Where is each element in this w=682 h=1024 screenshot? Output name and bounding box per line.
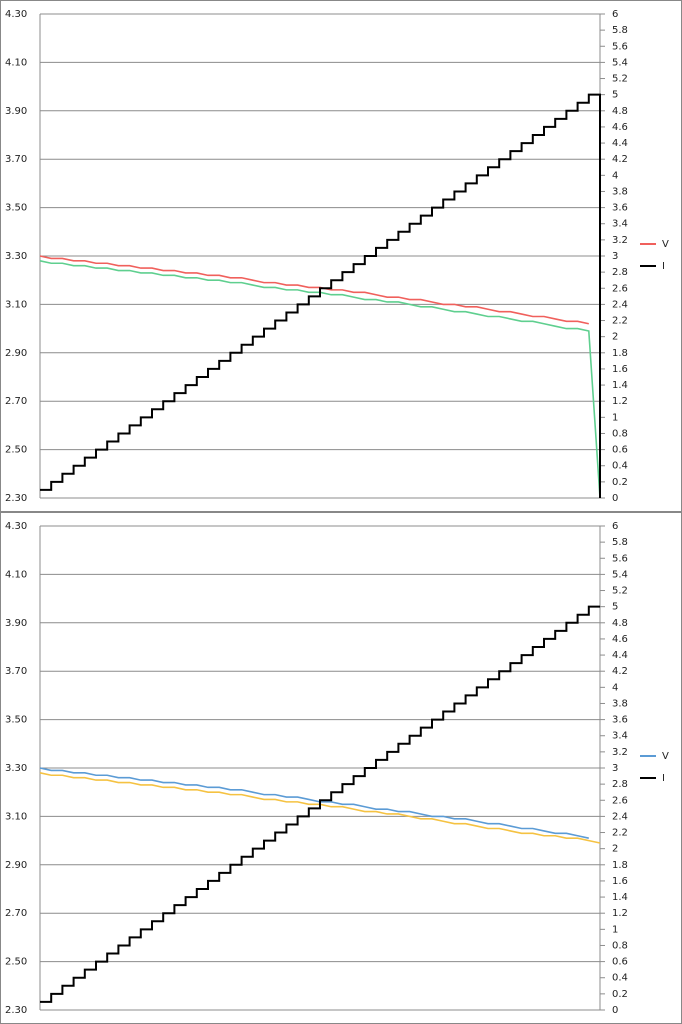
y2-tick-label: 5.2	[612, 74, 628, 85]
y2-tick-label: 4.4	[612, 138, 628, 149]
y-tick-label: 2.30	[5, 493, 27, 504]
legend-label: I	[662, 773, 665, 784]
y2-tick-label: 2.2	[612, 828, 628, 839]
y-tick-label: 2.50	[5, 957, 27, 968]
y2-tick-label: 0.8	[612, 428, 628, 439]
y2-tick-label: 1.4	[612, 892, 628, 903]
y2-tick-label: 0.4	[612, 461, 628, 472]
y-tick-label: 2.70	[5, 396, 27, 407]
y2-tick-label: 0.4	[612, 973, 628, 984]
y2-tick-label: 0.6	[612, 957, 628, 968]
y2-tick-label: 4.4	[612, 650, 628, 661]
y-tick-label: 2.90	[5, 860, 27, 871]
y2-tick-label: 1	[612, 924, 618, 935]
y2-tick-label: 5.2	[612, 586, 628, 597]
y2-tick-label: 1.2	[612, 396, 628, 407]
y2-tick-label: 0.2	[612, 989, 628, 1000]
y-tick-label: 2.70	[5, 908, 27, 919]
y-tick-label: 3.30	[5, 251, 27, 262]
y-tick-label: 4.30	[5, 9, 27, 20]
y-tick-label: 3.30	[5, 763, 27, 774]
y2-tick-label: 4.2	[612, 666, 628, 677]
y2-tick-label: 4.6	[612, 634, 628, 645]
y2-tick-label: 2	[612, 844, 618, 855]
y2-tick-label: 2.4	[612, 811, 628, 822]
series-line	[39, 255, 589, 325]
y-tick-label: 4.10	[5, 57, 27, 68]
series-line	[40, 605, 600, 1003]
y2-tick-label: 5	[612, 602, 618, 613]
y2-tick-label: 0.2	[612, 477, 628, 488]
y-tick-label: 3.90	[5, 618, 27, 629]
y-tick-label: 3.90	[5, 106, 27, 117]
y2-tick-label: 2	[612, 332, 618, 343]
y-tick-label: 3.50	[5, 715, 27, 726]
y2-tick-label: 2.2	[612, 316, 628, 327]
y-tick-label: 3.10	[5, 299, 27, 310]
y2-tick-label: 5.4	[612, 569, 628, 580]
y2-tick-label: 3.4	[612, 731, 628, 742]
y2-tick-label: 1.2	[612, 908, 628, 919]
y2-tick-label: 3.2	[612, 747, 628, 758]
y2-tick-label: 1.6	[612, 876, 628, 887]
y2-tick-label: 4	[612, 682, 618, 693]
y2-tick-label: 3.6	[612, 715, 628, 726]
y2-tick-label: 0	[612, 1005, 618, 1016]
y2-tick-label: 4.8	[612, 106, 628, 117]
y2-tick-label: 6	[612, 521, 618, 532]
y2-tick-label: 2.6	[612, 283, 628, 294]
legend-label: V	[662, 751, 669, 762]
y-tick-label: 2.90	[5, 348, 27, 359]
y2-tick-label: 4	[612, 170, 618, 181]
y2-tick-label: 3.8	[612, 186, 628, 197]
y2-tick-label: 3.2	[612, 235, 628, 246]
y2-tick-label: 2.4	[612, 299, 628, 310]
y2-tick-label: 2.8	[612, 267, 628, 278]
series-line	[40, 93, 601, 498]
y2-tick-label: 2.8	[612, 779, 628, 790]
y2-tick-label: 5	[612, 90, 618, 101]
y2-tick-label: 2.6	[612, 795, 628, 806]
y2-tick-label: 4.6	[612, 122, 628, 133]
y2-tick-label: 5.6	[612, 41, 628, 52]
y2-tick-label: 3	[612, 251, 618, 262]
y2-tick-label: 0.6	[612, 445, 628, 456]
y2-tick-label: 3.4	[612, 219, 628, 230]
y2-tick-label: 1	[612, 412, 618, 423]
y-tick-label: 3.70	[5, 154, 27, 165]
y2-tick-label: 3	[612, 763, 618, 774]
series-line	[39, 767, 589, 839]
y2-tick-label: 4.8	[612, 618, 628, 629]
y-tick-label: 2.30	[5, 1005, 27, 1016]
y2-tick-label: 1.8	[612, 860, 628, 871]
y-tick-label: 3.10	[5, 811, 27, 822]
y2-tick-label: 5.8	[612, 25, 628, 36]
y-tick-label: 4.30	[5, 521, 27, 532]
y2-tick-label: 0.8	[612, 940, 628, 951]
y2-tick-label: 1.4	[612, 380, 628, 391]
y-tick-label: 3.50	[5, 203, 27, 214]
y2-tick-label: 6	[612, 9, 618, 20]
y2-tick-label: 4.2	[612, 154, 628, 165]
y-tick-label: 2.50	[5, 445, 27, 456]
y2-tick-label: 0	[612, 493, 618, 504]
y2-tick-label: 5.4	[612, 57, 628, 68]
y2-tick-label: 3.6	[612, 203, 628, 214]
y-tick-label: 4.10	[5, 569, 27, 580]
y-tick-label: 3.70	[5, 666, 27, 677]
y2-tick-label: 5.6	[612, 553, 628, 564]
y2-tick-label: 1.8	[612, 348, 628, 359]
y2-tick-label: 3.8	[612, 698, 628, 709]
legend-label: V	[662, 239, 669, 250]
y2-tick-label: 5.8	[612, 537, 628, 548]
y2-tick-label: 1.6	[612, 364, 628, 375]
legend-label: I	[662, 261, 665, 272]
